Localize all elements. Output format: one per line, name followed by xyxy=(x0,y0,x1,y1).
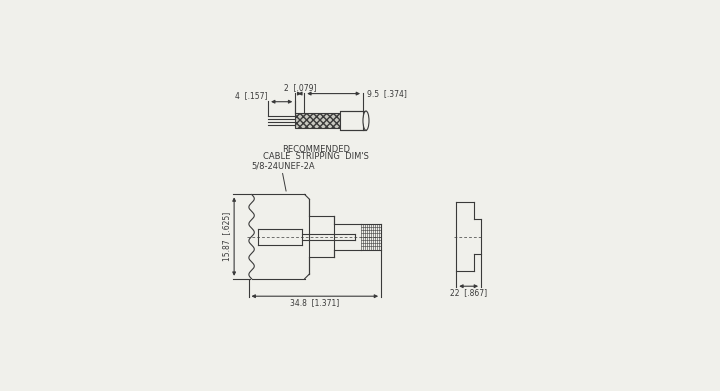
Bar xyxy=(341,111,366,130)
Text: 9.5  [.374]: 9.5 [.374] xyxy=(367,89,407,98)
Ellipse shape xyxy=(363,111,369,130)
Text: CABLE  STRIPPING  DIM'S: CABLE STRIPPING DIM'S xyxy=(264,152,369,161)
Text: 22  [.867]: 22 [.867] xyxy=(450,289,487,298)
Text: 5/8-24UNEF-2A: 5/8-24UNEF-2A xyxy=(252,161,315,170)
Text: 4  [.157]: 4 [.157] xyxy=(235,91,267,100)
Text: 34.8  [1.371]: 34.8 [1.371] xyxy=(290,299,339,308)
Text: 15.87  [.625]: 15.87 [.625] xyxy=(222,212,231,261)
Text: RECOMMENDED: RECOMMENDED xyxy=(282,145,351,154)
Text: 2  [.079]: 2 [.079] xyxy=(284,83,316,92)
Bar xyxy=(295,113,341,128)
